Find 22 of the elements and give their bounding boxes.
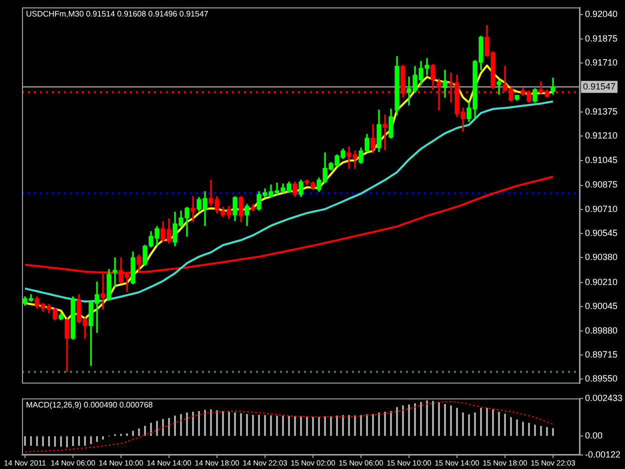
y-tick-label: 0.89880: [585, 325, 618, 336]
y-tick-label: 0.90875: [585, 180, 618, 190]
y-tick-label: 0.91210: [585, 130, 618, 141]
y-tick-label: 0.92040: [585, 9, 618, 20]
y-tick-label: 0.002433: [585, 392, 623, 403]
ref-line-label: 0.91547: [583, 81, 616, 92]
y-tick-label: 0.89715: [585, 350, 618, 360]
line-series: [24, 400, 554, 452]
y-tick-label: -0.00122: [585, 449, 621, 460]
y-tick-label: 0.91045: [585, 154, 618, 165]
chart-title: USDCHFm,M30 0.91514 0.91608 0.91496 0.91547: [26, 10, 209, 19]
y-tick-label: 0.90210: [585, 277, 618, 288]
y-tick-label: 0.91710: [585, 58, 618, 68]
y-tick-label: 0.00: [585, 430, 603, 441]
y-tick-label: 0.90045: [585, 301, 618, 312]
y-tick-label: 0.89550: [585, 374, 618, 384]
y-tick-label: 0.91875: [585, 33, 618, 44]
y-tick-label: 0.90545: [585, 228, 618, 238]
y-tick-label: 0.90380: [585, 252, 618, 262]
y-tick-label: 0.90710: [585, 204, 618, 214]
chart-title: MACD(12,26,9) 0.000490 0.000768: [26, 400, 154, 410]
y-tick-label: 0.91375: [585, 106, 618, 117]
